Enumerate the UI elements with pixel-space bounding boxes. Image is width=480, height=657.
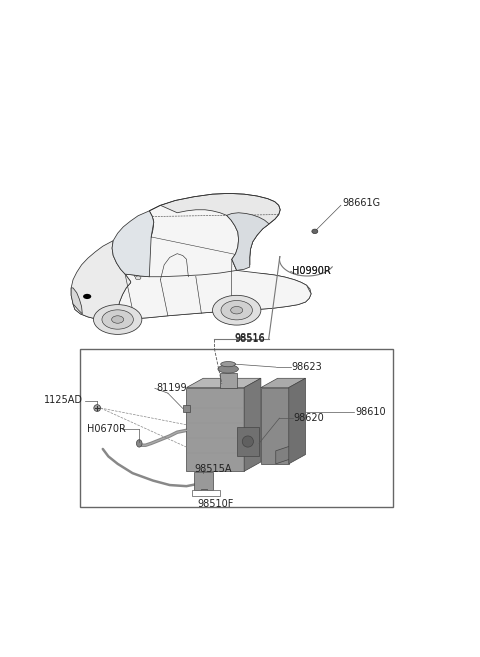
Bar	[183, 405, 190, 412]
Text: 98516: 98516	[234, 334, 265, 344]
Ellipse shape	[136, 440, 142, 447]
Text: 98623: 98623	[292, 362, 323, 372]
Bar	[192, 490, 220, 496]
Polygon shape	[244, 378, 261, 471]
Text: 98515A: 98515A	[194, 464, 231, 474]
Text: H0990R: H0990R	[292, 266, 331, 277]
Polygon shape	[261, 378, 305, 388]
Ellipse shape	[312, 229, 318, 234]
Ellipse shape	[221, 361, 236, 367]
Ellipse shape	[112, 316, 124, 323]
Ellipse shape	[102, 310, 133, 329]
Ellipse shape	[94, 305, 142, 334]
Text: 1125AD: 1125AD	[44, 395, 83, 405]
Bar	[220, 373, 237, 388]
Polygon shape	[73, 273, 311, 319]
Ellipse shape	[242, 436, 253, 447]
Ellipse shape	[218, 365, 239, 373]
Text: H0670R: H0670R	[87, 424, 126, 434]
Bar	[237, 426, 259, 457]
Ellipse shape	[135, 276, 141, 280]
Bar	[186, 388, 244, 471]
Text: 98610: 98610	[355, 407, 385, 417]
Text: 98620: 98620	[294, 413, 324, 423]
Bar	[194, 472, 213, 490]
Bar	[202, 489, 207, 493]
Polygon shape	[289, 378, 305, 464]
Ellipse shape	[94, 405, 100, 411]
Polygon shape	[71, 288, 83, 314]
Text: 98516: 98516	[234, 334, 265, 344]
Polygon shape	[112, 211, 154, 277]
Text: 98661G: 98661G	[342, 198, 380, 208]
Ellipse shape	[83, 294, 91, 299]
Polygon shape	[232, 258, 250, 271]
Ellipse shape	[213, 296, 261, 325]
Text: H0990R: H0990R	[292, 265, 331, 275]
Ellipse shape	[221, 300, 252, 320]
Polygon shape	[186, 378, 261, 388]
Polygon shape	[125, 193, 280, 277]
Polygon shape	[227, 213, 269, 271]
Polygon shape	[118, 205, 311, 319]
Text: 98510F: 98510F	[198, 499, 234, 509]
Bar	[81, 348, 393, 507]
Polygon shape	[276, 443, 298, 464]
Text: 81199: 81199	[156, 383, 187, 394]
Bar	[261, 388, 289, 464]
Ellipse shape	[231, 306, 243, 314]
Polygon shape	[71, 240, 131, 319]
